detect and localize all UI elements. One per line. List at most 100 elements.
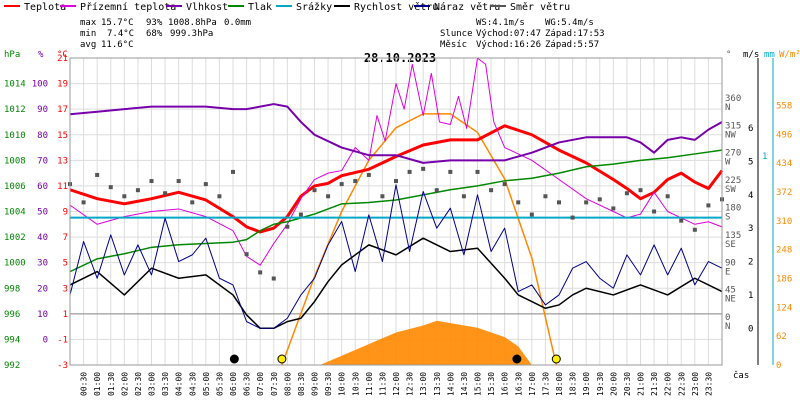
winddir-point-29 bbox=[461, 194, 466, 199]
winddir-point-19 bbox=[326, 194, 331, 199]
winddir-point-14 bbox=[258, 270, 263, 275]
stat-moon-label: Měsíc bbox=[440, 40, 467, 50]
winddir-point-32 bbox=[502, 182, 507, 187]
winddir-point-4 bbox=[122, 194, 127, 199]
tick-c-5: 7 bbox=[63, 233, 68, 243]
tick-x-20: 10:30 bbox=[351, 372, 360, 396]
tick-hpa-10: 1012 bbox=[4, 105, 26, 115]
marker-moonset bbox=[229, 354, 239, 364]
tick-deg-8: 360 bbox=[725, 94, 741, 104]
winddir-point-1 bbox=[81, 200, 86, 205]
tick-hpa-2: 996 bbox=[4, 310, 20, 320]
tick-x-27: 14:00 bbox=[446, 372, 455, 396]
tick-x-39: 20:00 bbox=[609, 372, 618, 396]
tick-ms-0: 0 bbox=[748, 324, 753, 334]
tick-deg-6: 270 bbox=[725, 149, 741, 159]
legend-label-5: Rychlost větru bbox=[354, 1, 438, 13]
tick-x-4: 02:30 bbox=[134, 372, 143, 396]
winddir-point-9 bbox=[190, 200, 195, 205]
tick-hpa-7: 1006 bbox=[4, 182, 26, 192]
tick-wm2-0: 0 bbox=[776, 361, 781, 371]
tick-hpa-1: 994 bbox=[4, 335, 20, 345]
stat-sun-set: Západ:17:53 bbox=[545, 29, 605, 39]
tick-x-16: 08:30 bbox=[297, 372, 306, 396]
tick-dir-0: N bbox=[725, 322, 730, 332]
tick-dir-6: W bbox=[725, 158, 731, 168]
tick-ms-6: 6 bbox=[748, 124, 753, 134]
tick-x-45: 23:00 bbox=[691, 372, 700, 396]
marker-sunset bbox=[551, 354, 561, 364]
stat-min-label: min bbox=[80, 29, 96, 39]
winddir-point-5 bbox=[135, 188, 140, 193]
tick-x-18: 09:30 bbox=[324, 372, 333, 396]
tick-wm2-4: 248 bbox=[776, 246, 792, 256]
tick-x-25: 13:00 bbox=[419, 372, 428, 396]
tick-pct-8: 80 bbox=[37, 131, 48, 141]
tick-pct-7: 70 bbox=[37, 156, 48, 166]
tick-x-35: 18:00 bbox=[555, 372, 564, 396]
tick-wm2-2: 124 bbox=[776, 303, 792, 313]
winddir-point-6 bbox=[149, 179, 154, 184]
tick-dir-2: E bbox=[725, 267, 730, 277]
series-line-0 bbox=[69, 124, 724, 234]
stat-sun-label: Slunce bbox=[440, 29, 473, 39]
tick-x-10: 05:30 bbox=[215, 372, 224, 396]
tick-pct-6: 60 bbox=[37, 182, 48, 192]
winddir-point-37 bbox=[570, 215, 575, 220]
tick-pct-1: 10 bbox=[37, 310, 48, 320]
stat-min-press: 999.3hPa bbox=[170, 29, 213, 39]
tick-deg-1: 45 bbox=[725, 286, 736, 296]
tick-x-28: 14:30 bbox=[460, 372, 469, 396]
tick-x-19: 10:00 bbox=[338, 372, 347, 396]
tick-x-3: 02:00 bbox=[120, 372, 129, 396]
tick-deg-2: 90 bbox=[725, 258, 736, 268]
legend-label-6: Náraz větru bbox=[434, 1, 500, 13]
tick-hpa-8: 1008 bbox=[4, 156, 26, 166]
winddir-point-46 bbox=[692, 227, 697, 232]
tick-x-34: 17:30 bbox=[541, 372, 550, 396]
series-line-5 bbox=[69, 237, 723, 330]
winddir-point-18 bbox=[312, 188, 317, 193]
stat-sun-rise: Východ:07:47 bbox=[476, 29, 541, 39]
tick-hpa-5: 1002 bbox=[4, 233, 26, 243]
tick-hpa-0: 992 bbox=[4, 361, 20, 371]
stat-avg-temp: 11.6°C bbox=[101, 40, 134, 50]
unit-degc: °C bbox=[57, 50, 68, 60]
winddir-point-27 bbox=[434, 188, 439, 193]
winddir-point-10 bbox=[203, 182, 208, 187]
tick-mm-0: 1 bbox=[762, 152, 767, 162]
tick-deg-3: 135 bbox=[725, 231, 741, 241]
tick-x-33: 17:00 bbox=[528, 372, 537, 396]
tick-hpa-9: 1010 bbox=[4, 131, 26, 141]
winddir-point-23 bbox=[380, 194, 385, 199]
tick-x-26: 13:30 bbox=[433, 372, 442, 396]
tick-wm2-6: 372 bbox=[776, 188, 792, 198]
winddir-point-13 bbox=[244, 252, 249, 257]
tick-dir-1: NE bbox=[725, 295, 736, 305]
tick-c-2: 1 bbox=[63, 310, 68, 320]
winddir-point-17 bbox=[298, 212, 303, 217]
tick-ms-1: 1 bbox=[748, 291, 753, 301]
marker-moonrise bbox=[512, 354, 522, 364]
tick-deg-7: 315 bbox=[725, 121, 741, 131]
tick-wm2-1: 62 bbox=[776, 332, 787, 342]
tick-x-8: 04:30 bbox=[188, 372, 197, 396]
winddir-point-28 bbox=[448, 169, 453, 174]
tick-c-4: 5 bbox=[63, 259, 68, 269]
legend-label-2: Vlhkost bbox=[186, 2, 228, 13]
winddir-point-38 bbox=[584, 200, 589, 205]
stats-block: max 15.7°C 93% 1008.8hPa 0.0mm min 7.4°C… bbox=[80, 18, 605, 50]
tick-c-9: 15 bbox=[57, 131, 68, 141]
stat-wg: WG:5.4m/s bbox=[545, 18, 594, 28]
tick-x-30: 15:30 bbox=[487, 372, 496, 396]
tick-hpa-4: 1000 bbox=[4, 259, 26, 269]
legend-label-3: Tlak bbox=[248, 2, 272, 13]
tick-x-21: 11:00 bbox=[365, 372, 374, 396]
winddir-point-25 bbox=[407, 169, 412, 174]
tick-deg-5: 225 bbox=[725, 176, 741, 186]
tick-pct-3: 30 bbox=[37, 259, 48, 269]
tick-wm2-8: 496 bbox=[776, 130, 792, 140]
unit-mm: mm bbox=[764, 50, 775, 60]
stat-max-press: 1008.8hPa bbox=[168, 18, 217, 28]
